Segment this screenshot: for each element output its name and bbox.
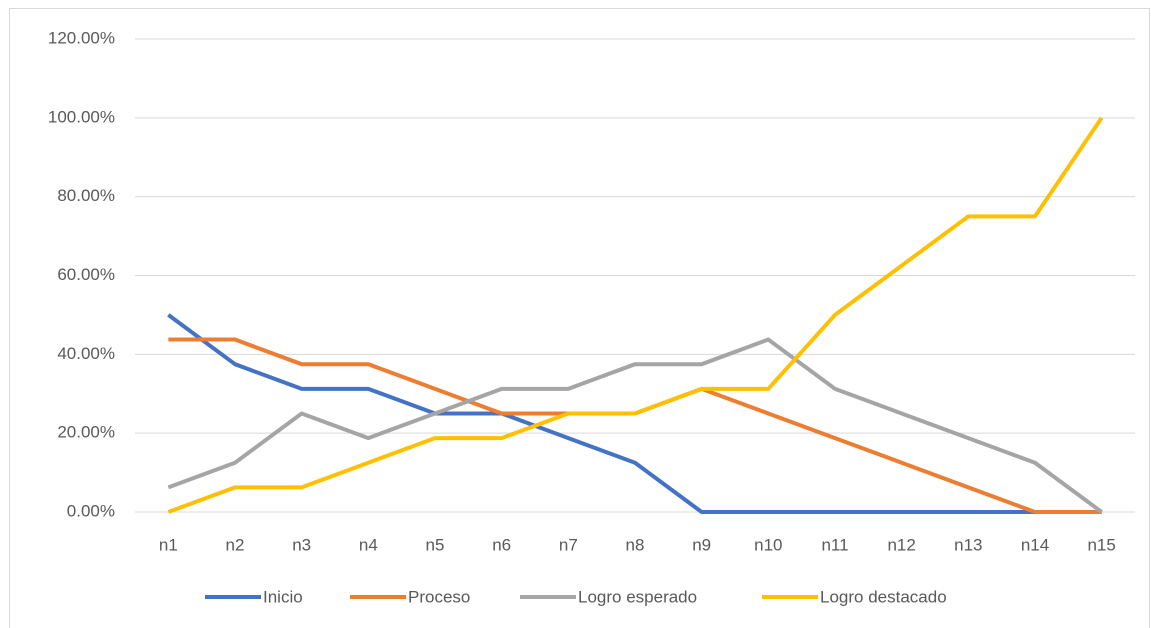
legend-label: Logro esperado bbox=[578, 587, 697, 606]
x-tick-label: n1 bbox=[159, 535, 178, 554]
y-tick-label: 0.00% bbox=[67, 501, 115, 520]
y-tick-label: 80.00% bbox=[57, 186, 115, 205]
x-tick-label: n3 bbox=[292, 535, 311, 554]
legend-label: Proceso bbox=[408, 587, 470, 606]
x-tick-label: n14 bbox=[1021, 535, 1049, 554]
x-tick-label: n13 bbox=[954, 535, 982, 554]
series-line bbox=[167, 116, 1104, 514]
y-tick-label: 60.00% bbox=[57, 265, 115, 284]
x-tick-label: n11 bbox=[821, 535, 848, 554]
x-tick-label: n10 bbox=[754, 535, 782, 554]
chart-border bbox=[9, 8, 1150, 628]
x-tick-label: n7 bbox=[559, 535, 578, 554]
series-line bbox=[167, 313, 1102, 514]
x-tick-label: n2 bbox=[226, 535, 245, 554]
x-tick-label: n8 bbox=[626, 535, 645, 554]
legend-label: Logro destacado bbox=[820, 587, 947, 606]
x-tick-label: n12 bbox=[887, 535, 915, 554]
series-line bbox=[167, 337, 1103, 514]
y-tick-label: 100.00% bbox=[48, 107, 115, 126]
x-tick-label: n15 bbox=[1087, 535, 1115, 554]
x-tick-label: n5 bbox=[426, 535, 445, 554]
x-tick-label: n9 bbox=[692, 535, 711, 554]
x-tick-label: n6 bbox=[492, 535, 511, 554]
x-tick-label: n4 bbox=[359, 535, 378, 554]
y-tick-label: 120.00% bbox=[48, 28, 115, 47]
y-tick-label: 40.00% bbox=[57, 344, 115, 363]
y-tick-label: 20.00% bbox=[57, 423, 115, 442]
legend-label: Inicio bbox=[263, 587, 303, 606]
